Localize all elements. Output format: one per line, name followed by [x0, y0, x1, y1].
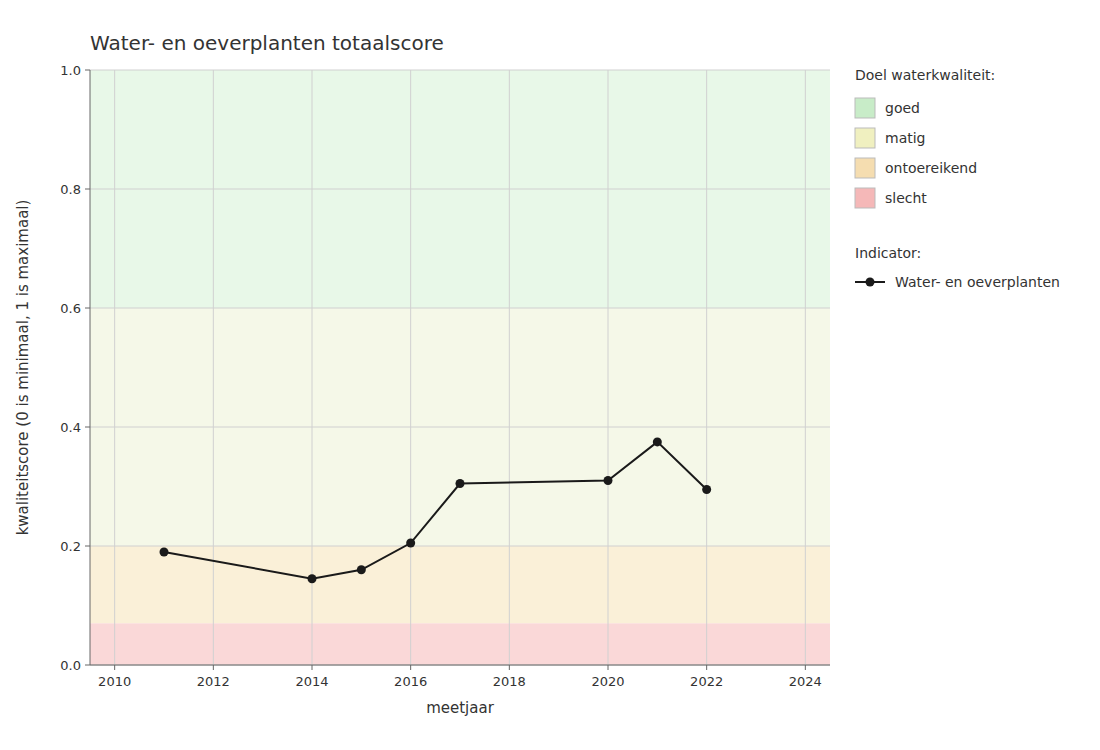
- tick-mark: [85, 665, 90, 666]
- title: Water- en oeverplanten totaalscore: [90, 31, 444, 55]
- series-point: [406, 539, 415, 548]
- tick-mark: [85, 427, 90, 428]
- tick-label: 0.0: [60, 658, 81, 673]
- tick-label: 0.4: [60, 420, 81, 435]
- tick-mark: [213, 665, 214, 670]
- grid-line: [213, 70, 214, 665]
- series: [160, 437, 712, 583]
- quality-band: [90, 70, 830, 308]
- tick-mark: [85, 70, 90, 71]
- tick-label: 0.8: [60, 182, 81, 197]
- legend-label: slecht: [885, 190, 927, 206]
- tick-mark: [114, 665, 115, 670]
- tick-label: 2024: [789, 674, 822, 689]
- series-point: [653, 437, 662, 446]
- grid: [85, 70, 830, 670]
- quality-band: [90, 546, 830, 623]
- y-axis-line: [90, 70, 91, 665]
- grid-line: [90, 189, 830, 190]
- tick-label: 0.2: [60, 539, 81, 554]
- series-point: [308, 574, 317, 583]
- grid-line: [90, 308, 830, 309]
- legend-swatch: [855, 158, 875, 178]
- grid-line: [90, 665, 830, 666]
- x-axis-label: meetjaar: [426, 699, 495, 717]
- tick-mark: [312, 665, 313, 670]
- grid-line: [608, 70, 609, 665]
- tick-mark: [509, 665, 510, 670]
- series-point: [456, 479, 465, 488]
- grid-line: [114, 70, 115, 665]
- series-point: [702, 485, 711, 494]
- tick-mark: [410, 665, 411, 670]
- legend-swatch: [855, 128, 875, 148]
- legend-label: ontoereikend: [885, 160, 977, 176]
- grid-line: [90, 427, 830, 428]
- grid-line: [706, 70, 707, 665]
- legend-title: Indicator:: [855, 245, 921, 261]
- legend-label: Water- en oeverplanten: [895, 274, 1060, 290]
- tick-label: 2010: [98, 674, 131, 689]
- tick-mark: [608, 665, 609, 670]
- tick-label: 2012: [197, 674, 230, 689]
- grid-line: [805, 70, 806, 665]
- tick-mark: [85, 308, 90, 309]
- tick-label: 2020: [591, 674, 624, 689]
- legend-title: Doel waterkwaliteit:: [855, 67, 995, 83]
- grid-line: [410, 70, 411, 665]
- tick-mark: [805, 665, 806, 670]
- chart: 0.0 0.2 0.4 0.6 0.8 1.0 2010 2012 2014 2016 2018 20…: [0, 0, 1100, 750]
- grid-line: [90, 546, 830, 547]
- series-point: [604, 476, 613, 485]
- legend-swatch: [855, 188, 875, 208]
- series-line: [164, 442, 707, 579]
- series-point: [160, 547, 169, 556]
- y-axis-label: kwaliteitscore (0 is minimaal, 1 is maxi…: [14, 200, 32, 536]
- legend-label: goed: [885, 100, 920, 116]
- series-point: [357, 565, 366, 574]
- legend-marker: [866, 278, 875, 287]
- quality-band: [90, 308, 830, 546]
- tick-mark: [706, 665, 707, 670]
- tick-label: 1.0: [60, 63, 81, 78]
- grid-line: [90, 70, 830, 71]
- quality-band: [90, 623, 830, 665]
- bands: [90, 70, 830, 665]
- tick-label: 0.6: [60, 301, 81, 316]
- x-axis-line: [90, 665, 830, 666]
- tick-label: 2014: [295, 674, 328, 689]
- legend-label: matig: [885, 130, 925, 146]
- grid-line: [509, 70, 510, 665]
- legend-swatch: [855, 98, 875, 118]
- tick-mark: [85, 546, 90, 547]
- tick-label: 2016: [394, 674, 427, 689]
- tick-label: 2018: [493, 674, 526, 689]
- tick-label: 2022: [690, 674, 723, 689]
- tick-mark: [85, 189, 90, 190]
